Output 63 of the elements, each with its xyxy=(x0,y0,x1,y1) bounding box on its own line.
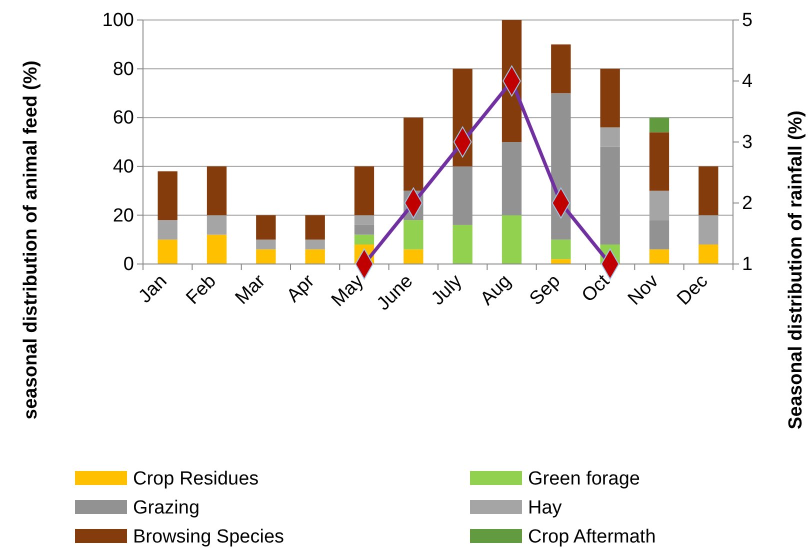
legend-label: Green forage xyxy=(528,468,640,490)
bar xyxy=(256,240,276,250)
y2-tick-label: 4 xyxy=(742,71,753,92)
bar xyxy=(452,166,472,225)
y-tick-label: 80 xyxy=(112,58,134,80)
x-tick-label: Feb xyxy=(182,270,220,309)
legend-label: Browsing Species xyxy=(133,526,284,548)
bar xyxy=(354,224,374,235)
legend-label: Grazing xyxy=(133,498,200,519)
bar xyxy=(600,146,620,244)
bar xyxy=(354,234,374,244)
bar xyxy=(206,166,227,216)
bar xyxy=(158,240,178,264)
bar xyxy=(305,215,325,240)
bar xyxy=(502,215,522,264)
legend-label: Crop Residues xyxy=(133,468,259,490)
y2-axis-title: Seasonal distribution of rainfall (%) xyxy=(786,110,807,430)
x-tick-label: July xyxy=(428,270,467,310)
bar xyxy=(305,240,325,250)
bar xyxy=(256,249,276,264)
bar xyxy=(600,68,620,128)
x-tick-label: Mar xyxy=(232,270,270,309)
bar xyxy=(305,249,325,264)
x-tick-label: Apr xyxy=(283,270,320,307)
bar xyxy=(551,44,571,94)
y-tick-label: 0 xyxy=(123,254,134,276)
bar xyxy=(158,171,178,220)
y-axis-title: seasonal distribution of animal feed (%) xyxy=(20,60,42,420)
x-tick-label: Jan xyxy=(134,270,172,308)
y-tick-label: 20 xyxy=(112,205,134,226)
bar xyxy=(649,118,670,132)
x-tick-label: Aug xyxy=(476,270,516,310)
y-tick-label: 40 xyxy=(112,156,134,178)
bar xyxy=(649,132,670,191)
bar xyxy=(404,220,424,250)
y2-tick-label: 5 xyxy=(742,10,753,32)
x-tick-label: Nov xyxy=(624,270,664,310)
y2-tick-label: 1 xyxy=(742,254,753,276)
bar xyxy=(698,166,718,216)
bar xyxy=(354,166,374,216)
x-tick-label: May xyxy=(328,270,368,312)
bar xyxy=(649,220,670,250)
y2-tick-label: 2 xyxy=(742,193,753,214)
y-tick-label: 60 xyxy=(112,108,134,129)
bar xyxy=(551,259,571,264)
bar xyxy=(649,249,670,264)
bar xyxy=(698,244,718,264)
y-tick-label: 100 xyxy=(102,10,134,32)
legend-label: Hay xyxy=(528,498,562,519)
bar xyxy=(256,215,276,240)
legend-label: Crop Aftermath xyxy=(528,526,656,548)
bar xyxy=(404,249,424,264)
bar xyxy=(206,234,227,264)
bar xyxy=(600,127,620,147)
bar xyxy=(502,142,522,216)
bar xyxy=(404,118,424,191)
x-tick-label: Dec xyxy=(673,270,712,310)
bar xyxy=(452,224,472,264)
y2-tick-label: 3 xyxy=(742,132,753,154)
x-tick-label: Oct xyxy=(578,270,614,307)
bar xyxy=(551,240,571,260)
bar xyxy=(158,220,178,240)
x-tick-label: Sep xyxy=(526,270,565,310)
